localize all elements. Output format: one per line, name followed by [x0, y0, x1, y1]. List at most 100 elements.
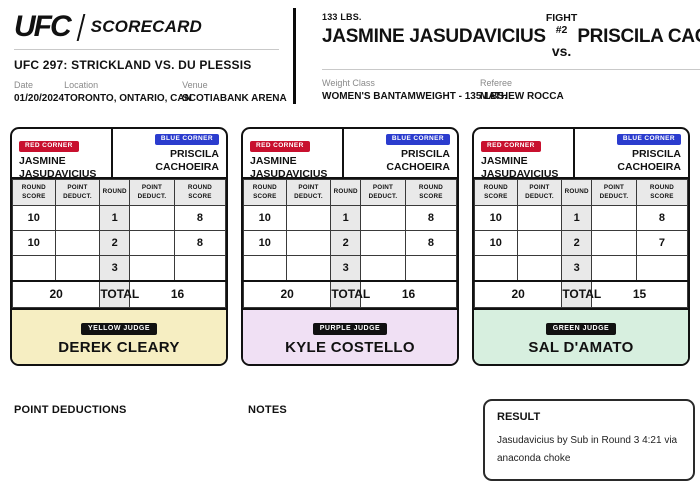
red-deduct-cell [54, 230, 101, 256]
blue-total-cell: 16 [129, 279, 226, 308]
blue-fighter-last: CACHOEIRA [386, 160, 450, 173]
col-round-score-left: ROUND SCORE [12, 179, 56, 206]
judge-scorecard-1: RED CORNER JASMINE JASUDAVICIUS BLUE COR… [10, 127, 228, 366]
red-score-cell: 10 [243, 205, 287, 231]
blue-total-cell: 16 [360, 279, 457, 308]
location-label: Location [64, 80, 99, 90]
round-row-1: 10 1 8 [12, 205, 226, 231]
red-deduct-cell [516, 230, 563, 256]
col-round-score-right: ROUND SCORE [173, 179, 226, 206]
blue-total-cell: 15 [591, 279, 688, 308]
red-fighter-first: JASMINE [250, 155, 297, 167]
red-corner-badge: RED CORNER [481, 141, 541, 152]
date-value: 01/20/2024 [14, 93, 65, 104]
blue-score-cell [635, 255, 688, 281]
total-row: 20 TOTAL 15 [474, 279, 688, 308]
red-score-cell [474, 255, 518, 281]
fight-info-panel: 133 LBS. JASMINE JASUDAVICIUS FIGHT #2 v… [296, 8, 700, 104]
round-cell: 3 [99, 255, 131, 281]
round-row-1: 10 1 8 [474, 205, 688, 231]
round-row-3: 3 [474, 255, 688, 281]
blue-score-cell: 8 [173, 230, 226, 256]
col-point-deduct-right: POINT DEDUCT. [129, 179, 175, 206]
red-deduct-cell [285, 255, 332, 281]
blue-score-cell [404, 255, 457, 281]
red-fighter-weight: 133 LBS. [322, 12, 362, 22]
red-fighter-first: JASMINE [481, 155, 528, 167]
round-cell: 1 [330, 205, 362, 231]
red-corner-panel: RED CORNER JASMINE JASUDAVICIUS [243, 129, 344, 180]
blue-fighter-last: CACHOEIRA [617, 160, 681, 173]
date-label: Date [14, 80, 34, 90]
blue-fighter-first: PRISCILA [169, 148, 219, 160]
judge-panel: YELLOW JUDGE DEREK CLEARY [12, 308, 226, 364]
round-cell: 3 [561, 255, 593, 281]
blue-deduct-cell [591, 205, 637, 231]
total-label-cell: TOTAL [330, 279, 370, 308]
ufc-scorecard-page: UFC SCORECARD UFC 297: STRICKLAND VS. DU… [0, 8, 700, 481]
red-score-cell: 10 [12, 230, 56, 256]
divider [322, 69, 700, 70]
col-round: ROUND [561, 179, 593, 206]
score-table-header-row: ROUND SCORE POINT DEDUCT. ROUND POINT DE… [474, 179, 688, 206]
judge-scorecard-2: RED CORNER JASMINE JASUDAVICIUS BLUE COR… [241, 127, 459, 366]
footer: POINT DEDUCTIONS NOTES RESULT Jasudavici… [0, 386, 700, 486]
divider [14, 49, 279, 50]
result-heading: RESULT [497, 411, 541, 423]
total-row: 20 TOTAL 16 [12, 279, 226, 308]
red-fighter-last: JASUDAVICIUS [19, 167, 97, 180]
red-fighter-name: JASMINE JASUDAVICIUS [481, 155, 566, 180]
red-fighter-first: JASMINE [19, 155, 66, 167]
red-corner-badge: RED CORNER [250, 141, 310, 152]
blue-corner-badge: BLUE CORNER [154, 134, 219, 145]
blue-fighter-first: PRISCILA [400, 148, 450, 160]
event-info-panel: UFC SCORECARD UFC 297: STRICKLAND VS. DU… [0, 8, 296, 104]
logo-slash-divider [76, 13, 86, 41]
judge-name: SAL D'AMATO [528, 339, 634, 356]
red-fighter-name: JASMINE JASUDAVICIUS [250, 155, 335, 180]
judge-badge: GREEN JUDGE [545, 322, 617, 335]
venue-label: Venue [182, 80, 208, 90]
round-row-3: 3 [243, 255, 457, 281]
round-row-2: 10 2 8 [12, 230, 226, 256]
judge-panel: GREEN JUDGE SAL D'AMATO [474, 308, 688, 364]
col-round: ROUND [99, 179, 131, 206]
red-deduct-cell [516, 205, 563, 231]
red-corner-panel: RED CORNER JASMINE JASUDAVICIUS [12, 129, 113, 180]
judge-badge: YELLOW JUDGE [80, 322, 157, 335]
blue-deduct-cell [129, 230, 175, 256]
blue-corner-panel: BLUE CORNER PRISCILA CACHOEIRA [344, 129, 457, 177]
red-score-cell: 10 [474, 230, 518, 256]
blue-deduct-cell [360, 255, 406, 281]
blue-deduct-cell [129, 205, 175, 231]
round-cell: 1 [561, 205, 593, 231]
weight-class-value: WOMEN'S BANTAMWEIGHT - 135 LBS. [322, 91, 507, 102]
col-round: ROUND [330, 179, 362, 206]
blue-corner-badge: BLUE CORNER [616, 134, 681, 145]
blue-score-cell: 7 [635, 230, 688, 256]
col-point-deduct-left: POINT DEDUCT. [285, 179, 332, 206]
weight-class-label: Weight Class [322, 78, 375, 88]
weight-class-block: Weight Class WOMEN'S BANTAMWEIGHT - 135 … [322, 78, 507, 102]
notes-heading: NOTES [248, 404, 287, 416]
point-deductions-heading: POINT DEDUCTIONS [14, 404, 127, 416]
round-cell: 2 [561, 230, 593, 256]
red-fighter-last: JASUDAVICIUS [250, 167, 328, 180]
judge-scorecard-3: RED CORNER JASMINE JASUDAVICIUS BLUE COR… [472, 127, 690, 366]
red-deduct-cell [516, 255, 563, 281]
card-fighters-header: RED CORNER JASMINE JASUDAVICIUS BLUE COR… [243, 129, 457, 180]
col-round-score-left: ROUND SCORE [243, 179, 287, 206]
blue-score-cell: 8 [404, 205, 457, 231]
blue-fighter-name: PRISCILA CACHOEIRA [155, 148, 219, 173]
col-round-score-right: ROUND SCORE [635, 179, 688, 206]
result-text: Jasudavicius by Sub in Round 3 4:21 via … [497, 435, 678, 464]
round-cell: 1 [99, 205, 131, 231]
blue-deduct-cell [360, 230, 406, 256]
red-deduct-cell [285, 230, 332, 256]
score-table-header-row: ROUND SCORE POINT DEDUCT. ROUND POINT DE… [12, 179, 226, 206]
round-row-3: 3 [12, 255, 226, 281]
score-table: ROUND SCORE POINT DEDUCT. ROUND POINT DE… [12, 179, 226, 308]
col-round-score-left: ROUND SCORE [474, 179, 518, 206]
blue-score-cell [173, 255, 226, 281]
total-label-cell: TOTAL [561, 279, 601, 308]
